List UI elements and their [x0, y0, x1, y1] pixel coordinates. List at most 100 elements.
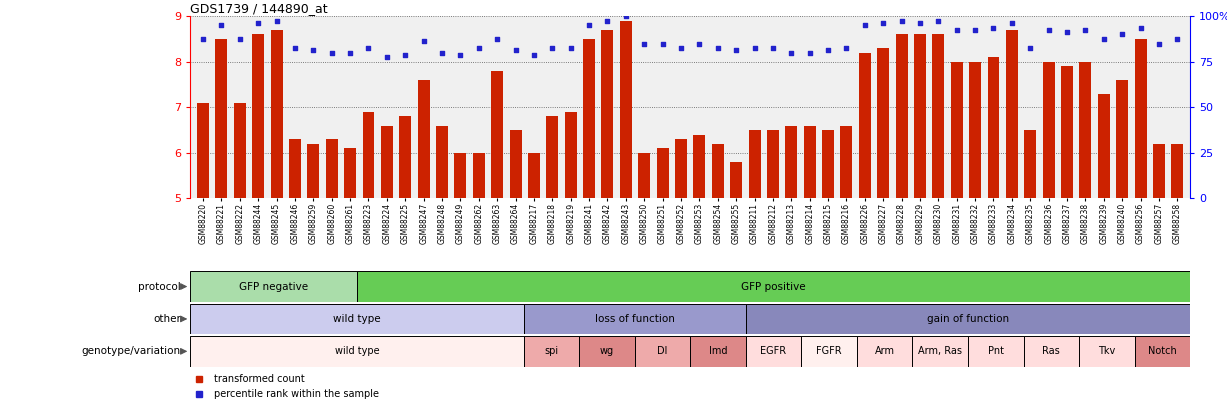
Text: Imd: Imd: [709, 346, 728, 356]
Text: GDS1739 / 144890_at: GDS1739 / 144890_at: [190, 2, 328, 15]
Text: loss of function: loss of function: [595, 314, 675, 324]
Bar: [357, 271, 1190, 302]
Bar: [601, 30, 614, 198]
Bar: [822, 130, 834, 198]
Text: protocol: protocol: [139, 281, 180, 292]
Text: GFP positive: GFP positive: [741, 281, 806, 292]
Point: [1113, 31, 1133, 38]
Bar: [730, 162, 742, 198]
Point: [487, 36, 507, 42]
Point: [1131, 24, 1151, 31]
Point: [745, 45, 764, 51]
Bar: [712, 144, 724, 198]
Bar: [491, 71, 503, 198]
Bar: [1172, 144, 1183, 198]
Text: Arm, Ras: Arm, Ras: [918, 346, 962, 356]
Point: [782, 49, 801, 56]
Bar: [524, 304, 746, 334]
Bar: [1080, 62, 1091, 198]
Bar: [454, 153, 466, 198]
Bar: [638, 153, 650, 198]
Point: [1094, 36, 1114, 42]
Point: [984, 24, 1004, 31]
Bar: [859, 53, 871, 198]
Bar: [524, 336, 579, 367]
Text: Pnt: Pnt: [988, 346, 1004, 356]
Point: [1039, 27, 1059, 33]
Bar: [856, 336, 913, 367]
Text: spi: spi: [545, 346, 558, 356]
Bar: [968, 336, 1023, 367]
Bar: [1135, 39, 1146, 198]
Text: Dl: Dl: [658, 346, 667, 356]
Point: [303, 47, 323, 53]
Text: Notch: Notch: [1148, 346, 1177, 356]
Bar: [620, 21, 632, 198]
Point: [947, 27, 967, 33]
Point: [248, 20, 267, 26]
Bar: [190, 304, 524, 334]
Bar: [362, 112, 374, 198]
Bar: [325, 139, 337, 198]
Bar: [656, 148, 669, 198]
Point: [1058, 29, 1077, 35]
Point: [432, 49, 452, 56]
Point: [524, 52, 544, 58]
Point: [910, 20, 930, 26]
Text: genotype/variation: genotype/variation: [82, 346, 180, 356]
Bar: [951, 62, 963, 198]
Point: [579, 22, 599, 28]
Text: wild type: wild type: [333, 314, 380, 324]
Bar: [914, 34, 926, 198]
Text: Ras: Ras: [1043, 346, 1060, 356]
Bar: [216, 39, 227, 198]
Bar: [690, 336, 746, 367]
Point: [229, 36, 249, 42]
Bar: [1153, 144, 1164, 198]
Bar: [634, 336, 690, 367]
Point: [892, 17, 912, 24]
Point: [211, 22, 231, 28]
Point: [377, 54, 396, 60]
Bar: [1098, 94, 1109, 198]
Bar: [308, 144, 319, 198]
Bar: [969, 62, 982, 198]
Point: [855, 22, 875, 28]
Bar: [564, 112, 577, 198]
Point: [193, 36, 212, 42]
Point: [340, 49, 360, 56]
Bar: [234, 103, 245, 198]
Point: [966, 27, 985, 33]
Bar: [472, 153, 485, 198]
Bar: [1025, 130, 1037, 198]
Point: [708, 45, 728, 51]
Bar: [1006, 30, 1018, 198]
Point: [874, 20, 893, 26]
Bar: [804, 126, 816, 198]
Text: other: other: [153, 314, 180, 324]
Point: [413, 38, 433, 45]
Point: [653, 40, 672, 47]
Bar: [579, 336, 634, 367]
Bar: [190, 336, 524, 367]
Bar: [913, 336, 968, 367]
Text: wg: wg: [600, 346, 614, 356]
Point: [506, 47, 525, 53]
Point: [1150, 40, 1169, 47]
Point: [395, 52, 415, 58]
Bar: [528, 153, 540, 198]
Bar: [693, 134, 706, 198]
Bar: [933, 34, 945, 198]
Bar: [1043, 62, 1055, 198]
Point: [726, 47, 746, 53]
Point: [616, 13, 636, 19]
Text: Arm: Arm: [875, 346, 894, 356]
Text: percentile rank within the sample: percentile rank within the sample: [215, 389, 379, 399]
Bar: [190, 271, 357, 302]
Bar: [1135, 336, 1190, 367]
Bar: [1023, 336, 1079, 367]
Bar: [785, 126, 798, 198]
Point: [818, 47, 838, 53]
Point: [598, 17, 617, 24]
Bar: [877, 48, 890, 198]
